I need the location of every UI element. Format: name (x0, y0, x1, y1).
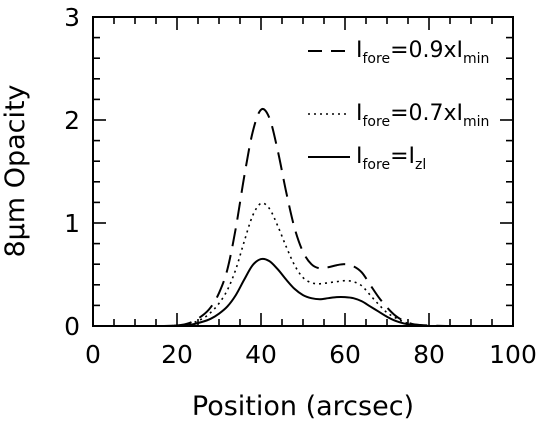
y-tick-label: 0 (64, 312, 80, 341)
plot-frame (92, 16, 514, 327)
series-line-0.7xImin (93, 202, 513, 327)
x-axis-title: Position (arcsec) (192, 391, 414, 422)
x-tick-label: 80 (413, 340, 445, 369)
x-tick-label: 60 (329, 340, 361, 369)
legend-label: Ifore=0.9xImin (356, 38, 489, 67)
legend-entry-0.7xImin: Ifore=0.7xImin (308, 101, 489, 130)
legend-label: Ifore=Izl (356, 144, 426, 173)
series-line-Izl (93, 257, 513, 328)
series-lines (93, 108, 513, 328)
legend-entry-Izl: Ifore=Izl (308, 144, 426, 173)
y-tick-label: 1 (64, 209, 80, 238)
tick-labels: 0 20 40 60 80 100 0 1 2 3 (64, 3, 537, 369)
y-tick-label: 2 (64, 106, 80, 135)
y-axis-title: 8μm Opacity (0, 84, 31, 257)
x-tick-label: 100 (489, 340, 537, 369)
legend-entry-0.9xImin: Ifore=0.9xImin (308, 38, 489, 67)
legend: Ifore=0.9xImin Ifore=0.7xImin Ifore=Izl (308, 38, 489, 173)
tick-marks (92, 16, 514, 327)
x-tick-label: 20 (161, 340, 193, 369)
series-line-0.9xImin (93, 108, 513, 328)
y-tick-label: 3 (64, 3, 80, 32)
x-tick-label: 0 (85, 340, 101, 369)
x-tick-label: 40 (245, 340, 277, 369)
legend-label: Ifore=0.7xImin (356, 101, 489, 130)
